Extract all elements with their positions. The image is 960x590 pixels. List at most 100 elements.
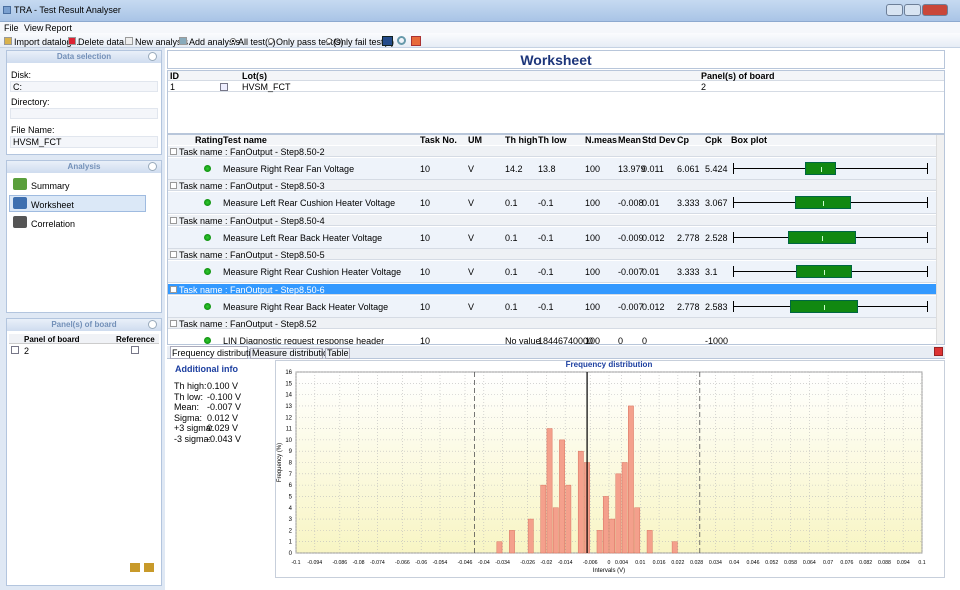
lot-header: Panel(s) of board: [701, 71, 775, 81]
collapse-button[interactable]: [148, 52, 157, 61]
test-cell: 3.333: [677, 198, 700, 208]
test-cell: 100: [585, 198, 600, 208]
info-label: Sigma:: [174, 413, 202, 423]
tab-label[interactable]: Frequency distribution: [172, 348, 261, 358]
group-toggle[interactable]: [170, 251, 177, 258]
collapse-button[interactable]: [148, 162, 157, 171]
toolbar-icon: [4, 37, 12, 45]
toolbar-button[interactable]: Delete data...: [78, 37, 132, 47]
rating-dot: [204, 165, 211, 172]
group-name: Task name : FanOutput - Step8.50-5: [179, 250, 325, 260]
group-toggle[interactable]: [170, 182, 177, 189]
search-icon: [397, 36, 406, 45]
minimize-button[interactable]: [886, 4, 903, 16]
test-cell: 10: [420, 267, 430, 277]
close-tab-button[interactable]: [934, 347, 943, 356]
test-cell: -1000: [705, 336, 728, 344]
test-row[interactable]: LIN Diagnostic request response header10…: [168, 330, 936, 344]
field-value: [10, 108, 158, 119]
panel-header: Panel of board: [24, 335, 80, 344]
test-cell: Measure Left Rear Cushion Heater Voltage: [223, 198, 395, 208]
analysis-item[interactable]: Worksheet: [31, 200, 74, 210]
test-cell: 10: [420, 336, 430, 344]
test-header: UM: [468, 135, 482, 145]
test-cell: -0.007: [618, 267, 644, 277]
close-button[interactable]: [922, 4, 948, 16]
analysis-item[interactable]: Summary: [31, 181, 70, 191]
info-label: -3 sigma:: [174, 434, 211, 444]
test-cell: 10: [420, 302, 430, 312]
toolbar-icon: [68, 37, 76, 45]
test-header: Task No.: [420, 135, 457, 145]
radio-button[interactable]: [268, 38, 274, 44]
analysis-item[interactable]: Correlation: [31, 219, 75, 229]
field-label: Disk:: [11, 70, 31, 80]
window-title: TRA - Test Result Analyser: [14, 5, 121, 15]
test-header: Box plot: [731, 135, 767, 145]
radio-button[interactable]: [326, 38, 332, 44]
info-value: 0.029 V: [207, 423, 238, 433]
tab-label[interactable]: Measure distribution: [252, 348, 333, 358]
menu-bar: [0, 22, 960, 33]
test-cell: 0.012: [642, 233, 665, 243]
box-whisker: [927, 163, 928, 174]
menu-item[interactable]: File: [4, 23, 19, 33]
rating-dot: [204, 303, 211, 310]
lot-header: ID: [170, 71, 179, 81]
test-cell: 100: [585, 233, 600, 243]
test-cell: 0.1: [505, 198, 518, 208]
group-name: Task name : FanOutput - Step8.50-3: [179, 181, 325, 191]
test-cell: 2.528: [705, 233, 728, 243]
test-cell: -0.1: [538, 302, 554, 312]
group-toggle[interactable]: [170, 148, 177, 155]
test-cell: V: [468, 267, 474, 277]
checkbox[interactable]: [11, 346, 19, 354]
analysis-icon: [13, 216, 27, 228]
info-label: Th high:: [174, 381, 207, 391]
view-icon: [382, 36, 393, 46]
test-cell: -0.1: [538, 198, 554, 208]
lot-header-row: [168, 71, 944, 81]
box-median: [823, 201, 824, 206]
field-label: File Name:: [11, 125, 55, 135]
test-cell: 6.061: [677, 164, 700, 174]
tab-label[interactable]: Table: [327, 348, 349, 358]
collapse-button[interactable]: [148, 320, 157, 329]
checkbox[interactable]: [220, 83, 228, 91]
maximize-button[interactable]: [904, 4, 921, 16]
test-header: Test name: [223, 135, 267, 145]
menu-item[interactable]: Report: [45, 23, 72, 33]
menu-item[interactable]: View: [24, 23, 43, 33]
test-cell: 13.8: [538, 164, 556, 174]
rating-dot: [204, 268, 211, 275]
radio-button[interactable]: [230, 38, 236, 44]
test-cell: 0.01: [642, 198, 660, 208]
box-whisker: [927, 232, 928, 243]
scrollbar: [936, 135, 944, 344]
test-cell: 0.012: [642, 302, 665, 312]
box-whisker: [733, 266, 734, 277]
info-value: -0.007 V: [207, 402, 241, 412]
group-toggle[interactable]: [170, 320, 177, 327]
selected-item: [9, 195, 146, 212]
test-cell: 10: [420, 233, 430, 243]
box-median: [821, 167, 822, 172]
test-cell: 0.011: [642, 164, 664, 174]
box-whisker: [733, 301, 734, 312]
test-cell: -0.007: [618, 302, 644, 312]
test-header: Mean: [618, 135, 641, 145]
checkbox[interactable]: [131, 346, 139, 354]
group-toggle[interactable]: [170, 217, 177, 224]
test-cell: 5.424: [705, 164, 728, 174]
test-cell: 0: [618, 336, 623, 344]
lot-header: Lot(s): [242, 71, 267, 81]
info-value: 0.012 V: [207, 413, 238, 423]
box-whisker: [733, 163, 734, 174]
test-cell: 0.1: [505, 267, 518, 277]
lot-cell: HVSM_FCT: [242, 82, 291, 92]
test-cell: 0: [642, 336, 647, 344]
field-value: HVSM_FCT: [10, 136, 158, 148]
test-header: Std Dev: [642, 135, 676, 145]
rating-dot: [204, 234, 211, 241]
group-toggle[interactable]: [170, 286, 177, 293]
